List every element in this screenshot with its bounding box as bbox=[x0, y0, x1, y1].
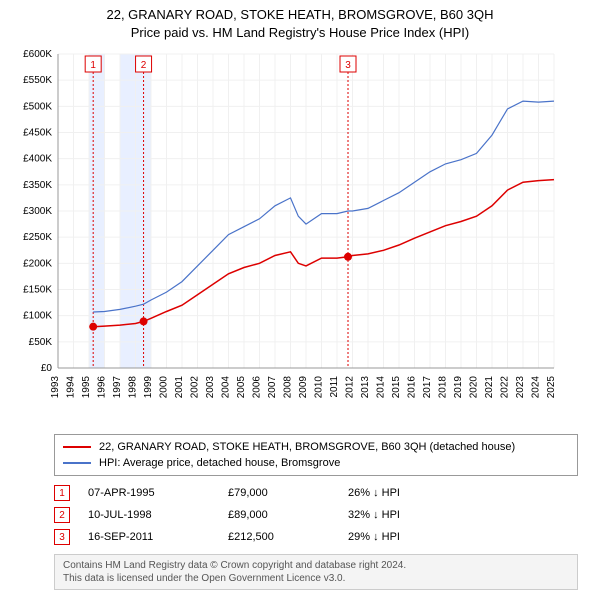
y-tick-label: £300K bbox=[23, 206, 52, 217]
x-tick-label: 2009 bbox=[298, 376, 309, 399]
annotation-price: £79,000 bbox=[228, 487, 348, 499]
title-address: 22, GRANARY ROAD, STOKE HEATH, BROMSGROV… bbox=[0, 6, 600, 24]
line-chart: £0 £50K £100K £150K £200K £250K £300K £350K £400… bbox=[6, 48, 574, 428]
annotation-row: 2 10-JUL-1998£89,00032% ↓ HPI bbox=[54, 504, 578, 526]
x-tick-label: 2019 bbox=[453, 376, 464, 399]
marker-point bbox=[140, 318, 148, 326]
footer-line1: Contains HM Land Registry data © Crown c… bbox=[63, 559, 569, 572]
x-tick-label: 2020 bbox=[469, 376, 480, 399]
marker-point bbox=[89, 323, 97, 331]
x-tick-label: 2005 bbox=[236, 376, 247, 399]
x-tick-label: 2004 bbox=[221, 376, 232, 399]
annotation-price: £89,000 bbox=[228, 509, 348, 521]
title-subtitle: Price paid vs. HM Land Registry's House … bbox=[0, 24, 600, 42]
x-tick-label: 1998 bbox=[128, 376, 139, 399]
annotation-hpi-diff: 29% ↓ HPI bbox=[348, 531, 400, 543]
x-tick-label: 2013 bbox=[360, 376, 371, 399]
legend-item: 22, GRANARY ROAD, STOKE HEATH, BROMSGROV… bbox=[63, 439, 569, 455]
annotation-badge: 1 bbox=[54, 485, 70, 501]
x-tick-label: 1995 bbox=[81, 376, 92, 399]
x-tick-label: 2022 bbox=[500, 376, 511, 399]
annotation-date: 07-APR-1995 bbox=[88, 487, 228, 499]
legend-label: HPI: Average price, detached house, Brom… bbox=[99, 457, 340, 469]
x-tick-label: 2017 bbox=[422, 376, 433, 399]
series-price_paid bbox=[93, 180, 554, 327]
x-tick-label: 1994 bbox=[66, 376, 77, 399]
legend-label: 22, GRANARY ROAD, STOKE HEATH, BROMSGROV… bbox=[99, 441, 515, 453]
y-tick-label: £250K bbox=[23, 233, 52, 244]
chart-area: £0 £50K £100K £150K £200K £250K £300K £350K £400… bbox=[6, 48, 574, 428]
annotation-row: 3 16-SEP-2011£212,50029% ↓ HPI bbox=[54, 526, 578, 548]
x-tick-label: 1999 bbox=[143, 376, 154, 399]
x-tick-label: 2006 bbox=[252, 376, 263, 399]
y-tick-label: £400K bbox=[23, 154, 52, 165]
y-tick-label: £150K bbox=[23, 285, 52, 296]
y-tick-label: £200K bbox=[23, 259, 52, 270]
x-tick-label: 2000 bbox=[159, 376, 170, 399]
annotation-date: 16-SEP-2011 bbox=[88, 531, 228, 543]
x-tick-label: 2016 bbox=[407, 376, 418, 399]
footer-attribution: Contains HM Land Registry data © Crown c… bbox=[54, 554, 578, 590]
annotation-table: 1 07-APR-1995£79,00026% ↓ HPI 2 10-JUL-1998… bbox=[54, 482, 578, 548]
y-tick-label: £550K bbox=[23, 76, 52, 87]
legend-item: HPI: Average price, detached house, Brom… bbox=[63, 455, 569, 471]
x-tick-label: 2001 bbox=[174, 376, 185, 399]
page-container: 22, GRANARY ROAD, STOKE HEATH, BROMSGROV… bbox=[0, 0, 600, 590]
y-tick-label: £500K bbox=[23, 102, 52, 113]
annotation-badge: 3 bbox=[54, 529, 70, 545]
chart-annotation-number: 1 bbox=[90, 60, 96, 71]
x-tick-label: 2010 bbox=[314, 376, 325, 399]
annotation-badge: 2 bbox=[54, 507, 70, 523]
annotation-price: £212,500 bbox=[228, 531, 348, 543]
x-tick-label: 1997 bbox=[112, 376, 123, 399]
legend-box: 22, GRANARY ROAD, STOKE HEATH, BROMSGROV… bbox=[54, 434, 578, 476]
legend-swatch bbox=[63, 462, 91, 464]
annotation-row: 1 07-APR-1995£79,00026% ↓ HPI bbox=[54, 482, 578, 504]
x-tick-label: 1993 bbox=[50, 376, 61, 399]
x-tick-label: 2024 bbox=[531, 376, 542, 399]
annotation-hpi-diff: 32% ↓ HPI bbox=[348, 509, 400, 521]
x-tick-label: 2003 bbox=[205, 376, 216, 399]
y-tick-label: £0 bbox=[41, 363, 53, 374]
legend-swatch bbox=[63, 446, 91, 448]
x-tick-label: 2008 bbox=[283, 376, 294, 399]
footer-line2: This data is licensed under the Open Gov… bbox=[63, 572, 569, 585]
y-tick-label: £350K bbox=[23, 180, 52, 191]
annotation-hpi-diff: 26% ↓ HPI bbox=[348, 487, 400, 499]
x-tick-label: 1996 bbox=[97, 376, 108, 399]
x-tick-label: 2015 bbox=[391, 376, 402, 399]
y-tick-label: £600K bbox=[23, 49, 52, 60]
chart-annotation-number: 3 bbox=[345, 60, 351, 71]
x-tick-label: 2018 bbox=[438, 376, 449, 399]
x-tick-label: 2025 bbox=[546, 376, 557, 399]
y-tick-label: £100K bbox=[23, 311, 52, 322]
x-tick-label: 2011 bbox=[329, 376, 340, 398]
x-tick-label: 2014 bbox=[376, 376, 387, 399]
title-block: 22, GRANARY ROAD, STOKE HEATH, BROMSGROV… bbox=[0, 0, 600, 42]
x-tick-label: 2012 bbox=[345, 376, 356, 399]
y-tick-label: £50K bbox=[29, 337, 53, 348]
x-tick-label: 2007 bbox=[267, 376, 278, 399]
x-tick-label: 2002 bbox=[190, 376, 201, 399]
y-tick-label: £450K bbox=[23, 128, 52, 139]
chart-annotation-number: 2 bbox=[141, 60, 147, 71]
x-tick-label: 2023 bbox=[515, 376, 526, 399]
annotation-date: 10-JUL-1998 bbox=[88, 509, 228, 521]
x-tick-label: 2021 bbox=[484, 376, 495, 399]
marker-point bbox=[344, 253, 352, 261]
